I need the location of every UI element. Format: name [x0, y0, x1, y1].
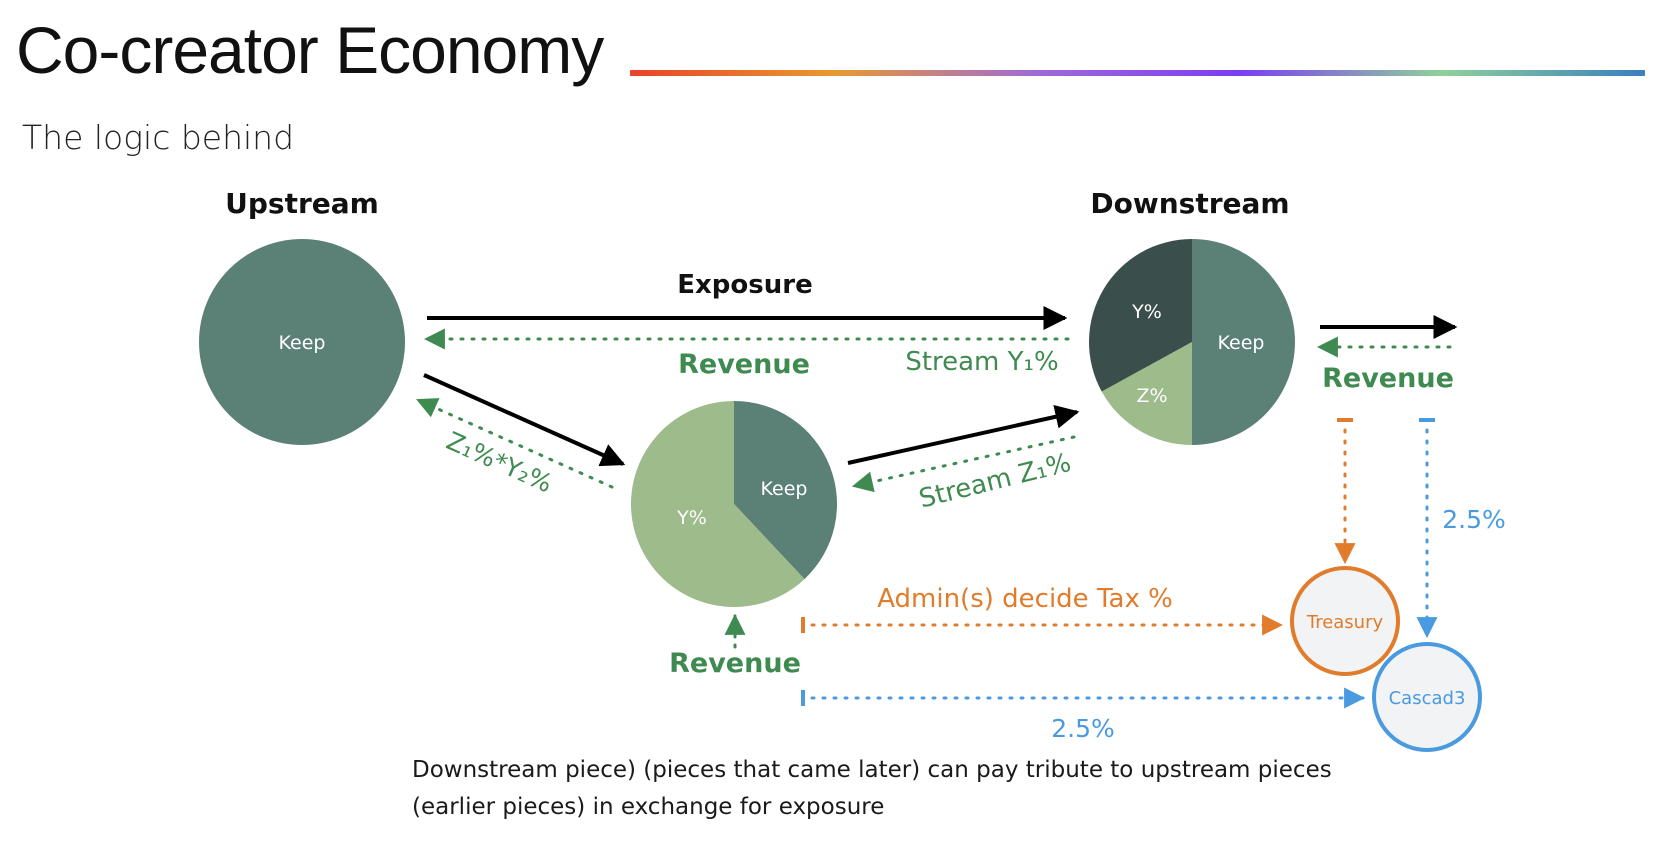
downstream-to-middle-revenue-arrow — [851, 435, 1076, 493]
page-title: Co-creator Economy — [16, 13, 604, 87]
revenue-label-top: Revenue — [678, 349, 810, 380]
downstream-z-label: Z% — [1136, 385, 1167, 407]
treasury-circle — [1290, 566, 1400, 676]
middle-y-label: Y% — [676, 507, 707, 529]
revenue-label-right: Revenue — [1322, 363, 1454, 394]
middle-keep-label: Keep — [761, 478, 808, 500]
downstream-keep-label: Keep — [1218, 332, 1265, 354]
downstream-y-slice — [1088, 239, 1192, 392]
caption-line-2: (earlier pieces) in exchange for exposur… — [412, 794, 885, 820]
middle-to-upstream-revenue-arrow — [416, 398, 614, 489]
caption: Downstream piece) (pieces that came late… — [412, 752, 1332, 826]
cascad3-circle — [1372, 642, 1482, 752]
middle-y-slice — [630, 401, 805, 607]
admin-tax-label: Admin(s) decide Tax % — [877, 584, 1173, 614]
stream-z1-label: Stream Z₁% — [916, 448, 1074, 515]
cascad3-node: Cascad3 — [1372, 642, 1482, 752]
page-subtitle: The logic behind — [22, 118, 295, 157]
downstream-pie: Keep Y% Z% — [1088, 239, 1295, 445]
upstream-keep-label: Keep — [279, 332, 326, 354]
downstream-y-label: Y% — [1131, 301, 1162, 323]
cascad3-label: Cascad3 — [1389, 688, 1466, 709]
middle-pie: Keep Y% — [630, 401, 837, 607]
revenue-label-bottom: Revenue — [669, 648, 801, 679]
upstream-to-middle-arrow — [423, 373, 626, 467]
stream-y1-label: Stream Y₁% — [905, 347, 1058, 377]
downstream-heading: Downstream — [1090, 187, 1289, 220]
pct-label-right: 2.5% — [1442, 505, 1506, 534]
middle-keep-slice — [734, 401, 837, 580]
pct-label-bottom: 2.5% — [1051, 714, 1115, 743]
treasury-label: Treasury — [1306, 612, 1384, 633]
exposure-label: Exposure — [677, 270, 812, 300]
downstream-z-slice — [1101, 342, 1192, 445]
title-gradient-rule — [630, 70, 1645, 76]
upstream-keep-slice — [199, 239, 405, 445]
middle-to-downstream-arrow — [847, 404, 1080, 465]
upstream-pie: Keep — [199, 239, 405, 445]
treasury-node: Treasury — [1290, 566, 1400, 676]
caption-line-1: Downstream piece) (pieces that came late… — [412, 757, 1332, 783]
upstream-heading: Upstream — [225, 187, 379, 220]
downstream-keep-slice — [1192, 239, 1295, 445]
